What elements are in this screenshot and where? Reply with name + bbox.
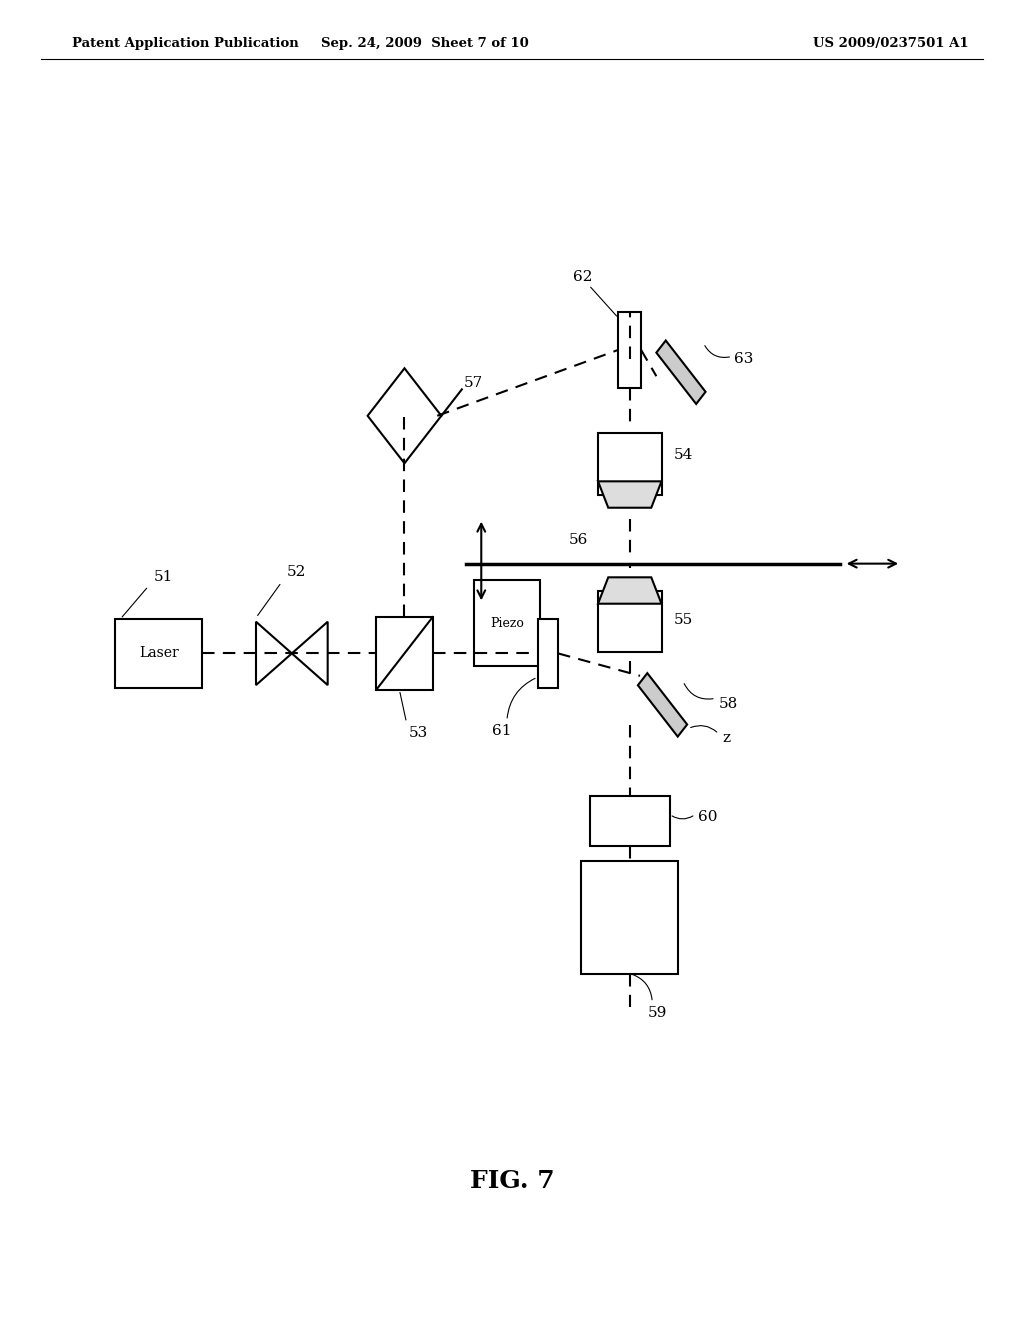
Polygon shape (598, 577, 662, 603)
Bar (115, 619, 203, 688)
Text: 61: 61 (492, 725, 511, 738)
Bar (538, 619, 558, 688)
Text: 54: 54 (674, 449, 693, 462)
Text: 57: 57 (464, 376, 483, 389)
Bar (598, 590, 662, 652)
Text: 56: 56 (568, 533, 588, 546)
Bar (473, 581, 541, 665)
Bar (590, 796, 670, 846)
Text: 62: 62 (573, 271, 593, 284)
Text: 53: 53 (409, 726, 428, 741)
Polygon shape (656, 341, 706, 404)
Text: Patent Application Publication: Patent Application Publication (72, 37, 298, 50)
Polygon shape (598, 482, 662, 508)
Text: FIG. 7: FIG. 7 (470, 1170, 554, 1193)
Text: Sep. 24, 2009  Sheet 7 of 10: Sep. 24, 2009 Sheet 7 of 10 (322, 37, 528, 50)
Polygon shape (638, 673, 687, 737)
Text: 51: 51 (154, 570, 173, 583)
Text: 59: 59 (648, 1006, 668, 1020)
Text: Laser: Laser (139, 647, 178, 660)
Text: 58: 58 (719, 697, 738, 710)
Text: Piezo: Piezo (489, 616, 524, 630)
Bar (582, 861, 678, 974)
Text: 60: 60 (698, 810, 718, 824)
Text: 63: 63 (734, 352, 754, 366)
Bar (598, 433, 662, 495)
Text: US 2009/0237501 A1: US 2009/0237501 A1 (813, 37, 969, 50)
Bar (377, 618, 432, 689)
Text: 55: 55 (674, 614, 693, 627)
Text: 52: 52 (287, 565, 306, 578)
Text: z: z (722, 731, 730, 744)
Bar (618, 312, 641, 388)
